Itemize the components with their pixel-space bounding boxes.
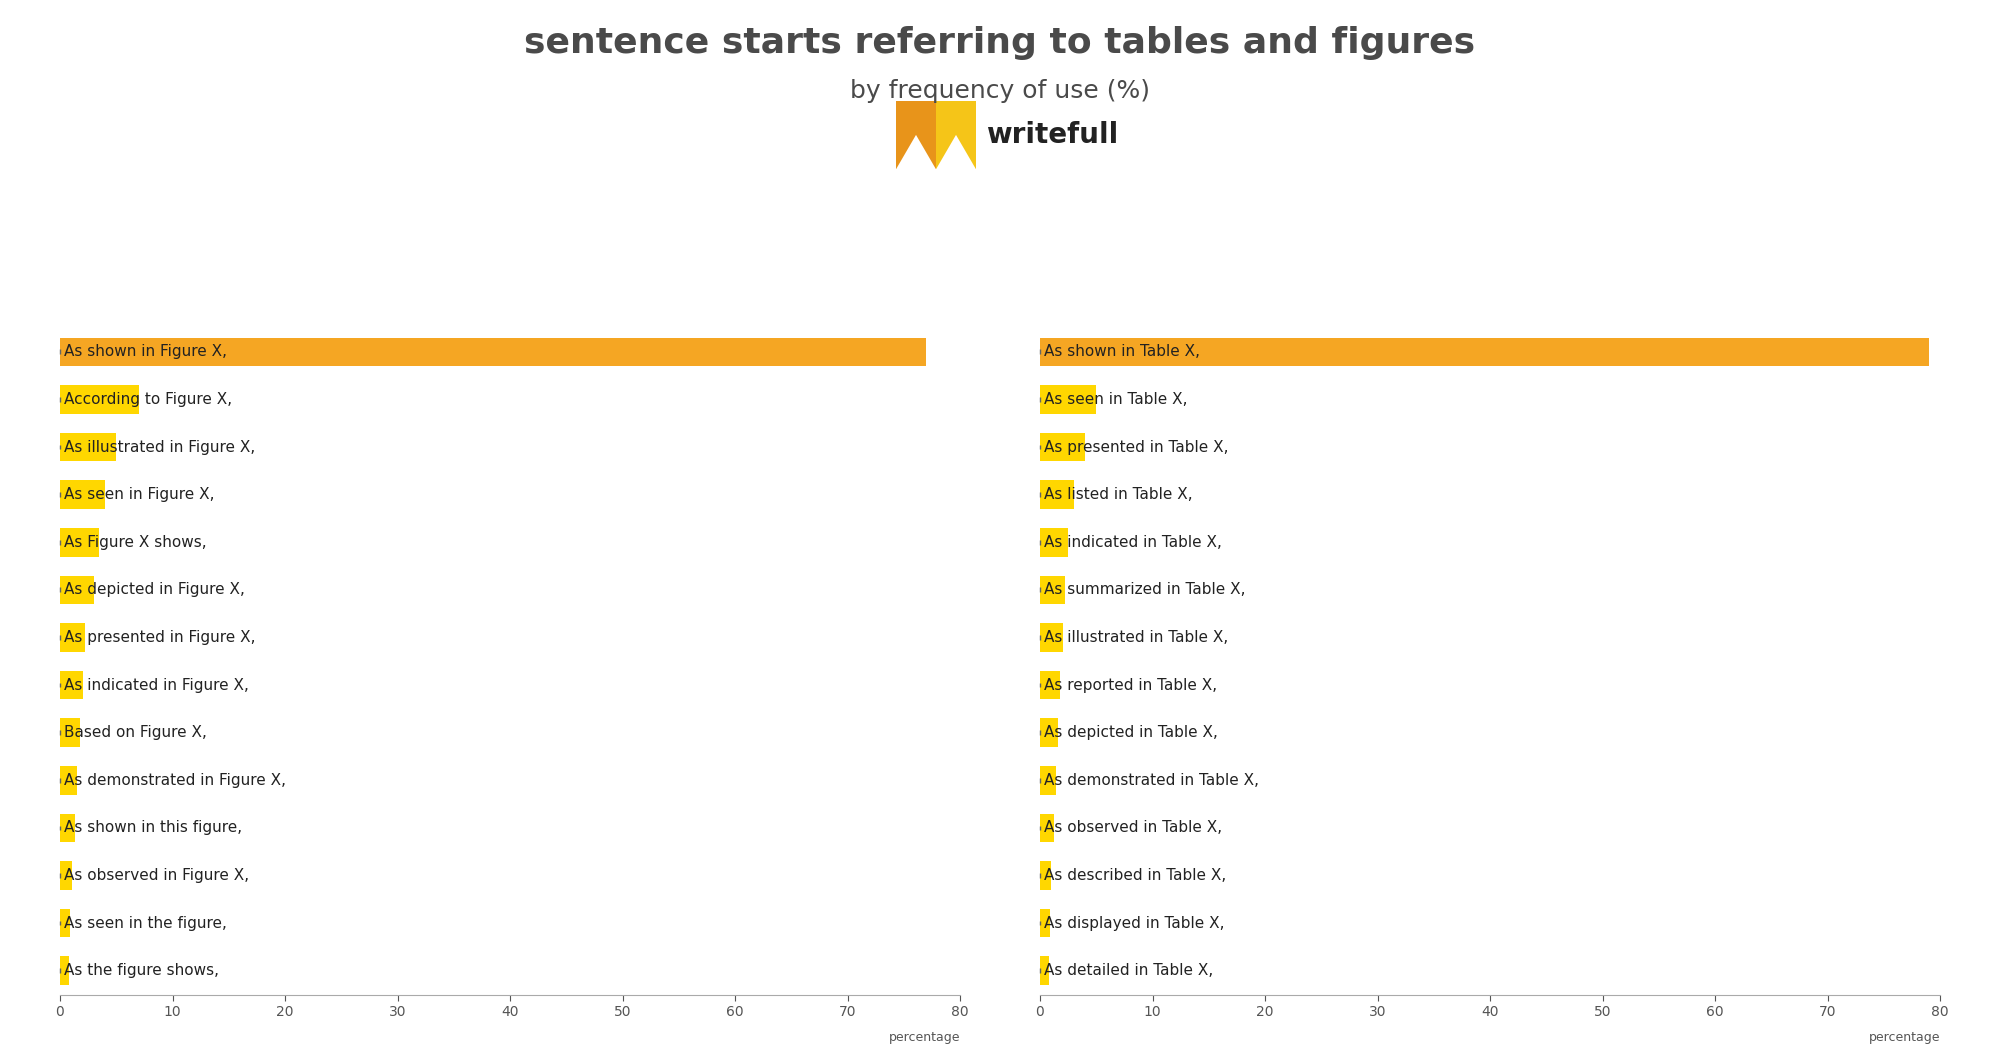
Bar [1040, 528, 1068, 557]
Bar [60, 909, 70, 937]
Bar [60, 433, 116, 461]
Bar [1040, 671, 1060, 699]
Bar [60, 766, 76, 795]
Text: As shown in Figure X,: As shown in Figure X, [64, 344, 228, 360]
Bar [60, 480, 104, 509]
Text: As seen in the figure,: As seen in the figure, [64, 915, 228, 931]
Text: As illustrated in Figure X,: As illustrated in Figure X, [64, 439, 256, 455]
Bar [60, 623, 84, 652]
Text: As described in Table X,: As described in Table X, [1044, 868, 1226, 883]
Text: writefull: writefull [986, 121, 1118, 149]
Text: Based on Figure X,: Based on Figure X, [64, 725, 208, 741]
Text: As presented in Figure X,: As presented in Figure X, [64, 630, 256, 645]
Text: As indicated in Figure X,: As indicated in Figure X, [64, 677, 250, 693]
Bar [1040, 718, 1058, 747]
Polygon shape [896, 101, 936, 169]
Text: As indicated in Table X,: As indicated in Table X, [1044, 534, 1222, 550]
Bar [60, 814, 74, 842]
Text: As presented in Table X,: As presented in Table X, [1044, 439, 1228, 455]
Bar [1040, 909, 1050, 937]
Text: by frequency of use (%): by frequency of use (%) [850, 79, 1150, 104]
Bar [60, 718, 80, 747]
Text: As shown in this figure,: As shown in this figure, [64, 820, 242, 836]
Bar [60, 671, 82, 699]
Text: As seen in Table X,: As seen in Table X, [1044, 391, 1188, 407]
Text: As seen in Figure X,: As seen in Figure X, [64, 487, 216, 503]
Bar [1040, 480, 1074, 509]
Bar [1040, 576, 1064, 604]
Bar [1040, 338, 1928, 366]
Text: As demonstrated in Table X,: As demonstrated in Table X, [1044, 772, 1260, 788]
Text: As summarized in Table X,: As summarized in Table X, [1044, 582, 1246, 598]
Bar [60, 338, 926, 366]
Text: As demonstrated in Figure X,: As demonstrated in Figure X, [64, 772, 286, 788]
Bar [60, 956, 68, 985]
Text: As listed in Table X,: As listed in Table X, [1044, 487, 1194, 503]
Text: As observed in Table X,: As observed in Table X, [1044, 820, 1222, 836]
Text: As the figure shows,: As the figure shows, [64, 963, 220, 979]
Text: As illustrated in Table X,: As illustrated in Table X, [1044, 630, 1228, 645]
Text: As Figure X shows,: As Figure X shows, [64, 534, 208, 550]
Text: sentence starts referring to tables and figures: sentence starts referring to tables and … [524, 26, 1476, 60]
Polygon shape [936, 101, 976, 169]
Text: As observed in Figure X,: As observed in Figure X, [64, 868, 250, 883]
Text: percentage: percentage [1868, 1032, 1940, 1044]
Text: As depicted in Table X,: As depicted in Table X, [1044, 725, 1218, 741]
Bar [1040, 861, 1052, 890]
Text: As displayed in Table X,: As displayed in Table X, [1044, 915, 1224, 931]
Text: As reported in Table X,: As reported in Table X, [1044, 677, 1218, 693]
Text: As depicted in Figure X,: As depicted in Figure X, [64, 582, 246, 598]
Bar [60, 528, 100, 557]
Bar [60, 385, 138, 414]
Text: As detailed in Table X,: As detailed in Table X, [1044, 963, 1214, 979]
Bar [60, 576, 94, 604]
Bar [1040, 956, 1048, 985]
Bar [1040, 766, 1056, 795]
Bar [60, 861, 72, 890]
Bar [1040, 623, 1062, 652]
Bar [1040, 814, 1054, 842]
Bar [1040, 385, 1096, 414]
Bar [1040, 433, 1084, 461]
Text: According to Figure X,: According to Figure X, [64, 391, 232, 407]
Text: percentage: percentage [888, 1032, 960, 1044]
Text: As shown in Table X,: As shown in Table X, [1044, 344, 1200, 360]
